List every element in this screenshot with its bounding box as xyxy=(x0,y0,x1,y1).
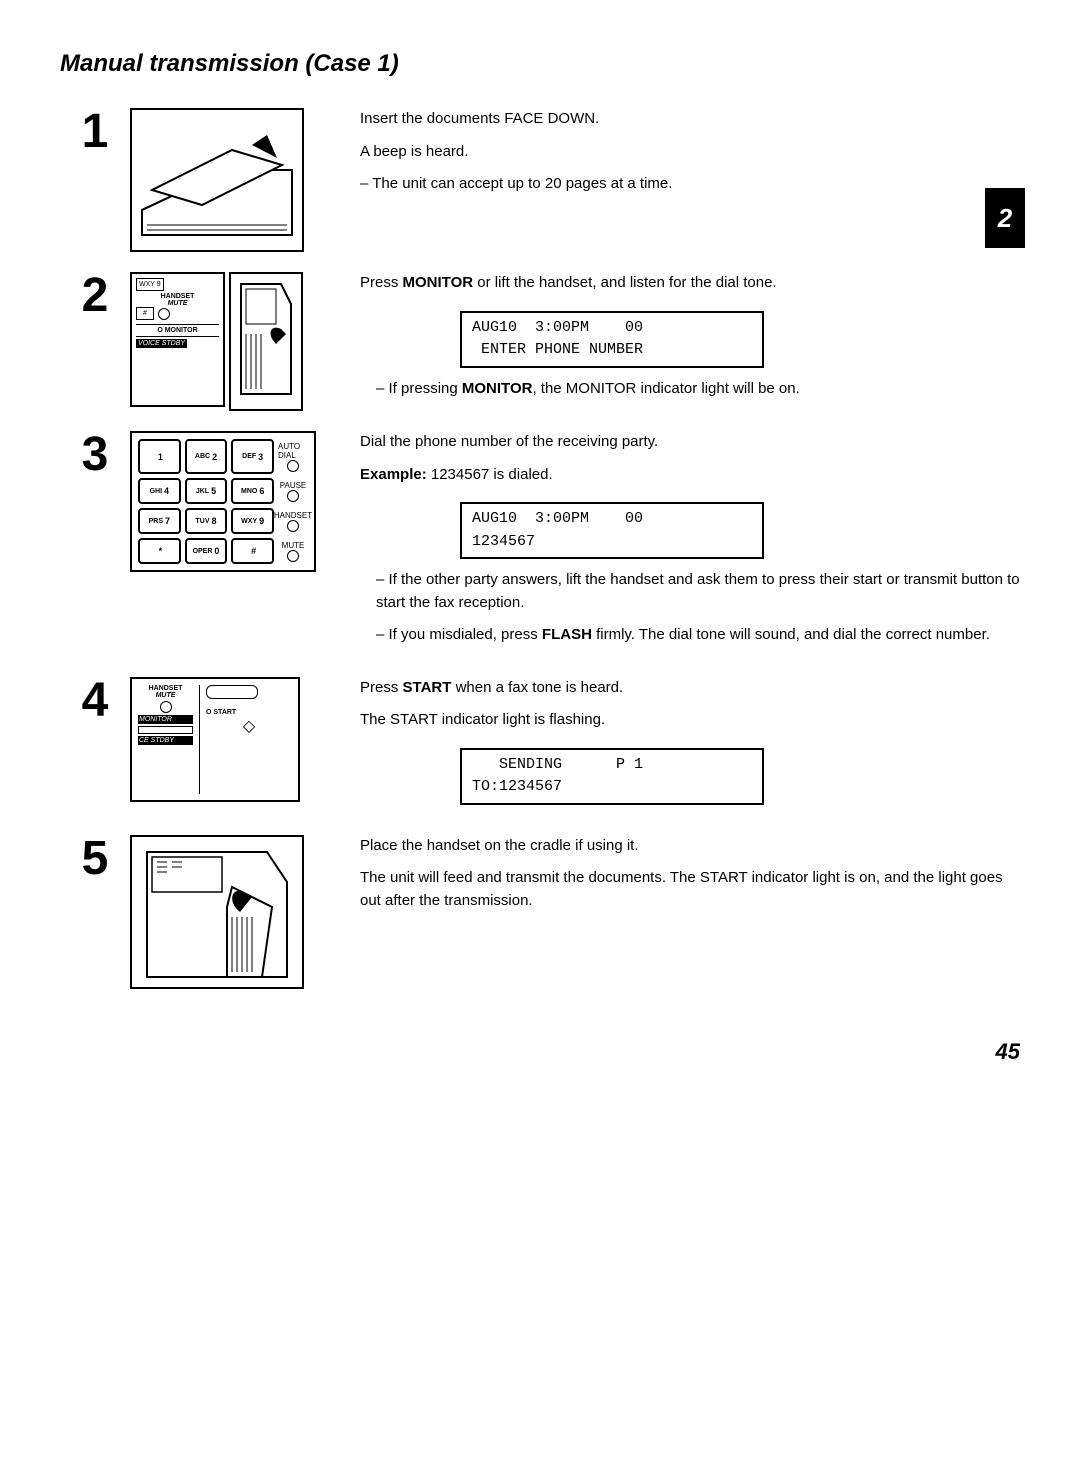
step-text: Press START when a fax tone is heard. The… xyxy=(360,677,1020,815)
instruction-text: Insert the documents FACE DOWN. xyxy=(360,108,1020,131)
steps-container: 2 1 Insert the documents FACE DOWN. A bee… xyxy=(60,108,1020,989)
instruction-text: Dial the phone number of the receiving p… xyxy=(360,431,1020,454)
instruction-text: – If you misdialed, press FLASH firmly. … xyxy=(360,624,1020,647)
step-text: Place the handset on the cradle if using… xyxy=(360,835,1020,923)
instruction-text: Press START when a fax tone is heard. xyxy=(360,677,1020,700)
instruction-text: – The unit can accept up to 20 pages at … xyxy=(360,173,1020,196)
step-illustration: 1ABC2DEF3AUTO DIALGHI4JKL5MNO6PAUSEPRS7T… xyxy=(130,431,330,572)
step-number: 5 xyxy=(60,835,130,883)
step-number: 2 xyxy=(60,272,130,320)
chapter-tab: 2 xyxy=(985,188,1025,248)
step-text: Press MONITOR or lift the handset, and l… xyxy=(360,272,1020,410)
step-text: Dial the phone number of the receiving p… xyxy=(360,431,1020,657)
keypad-illustration: 1ABC2DEF3AUTO DIALGHI4JKL5MNO6PAUSEPRS7T… xyxy=(130,431,316,572)
instruction-text: Place the handset on the cradle if using… xyxy=(360,835,1020,858)
page-title: Manual transmission (Case 1) xyxy=(60,50,1020,78)
lcd-display: AUG10 3:00PM 00 ENTER PHONE NUMBER xyxy=(460,311,764,368)
instruction-text: A beep is heard. xyxy=(360,141,1020,164)
step-number: 1 xyxy=(60,108,130,156)
step-row: 4 HANDSET MUTE MONITOR CE STDBY O START … xyxy=(60,677,1020,815)
step-number: 4 xyxy=(60,677,130,725)
step-text: Insert the documents FACE DOWN. A beep is… xyxy=(360,108,1020,206)
step-row: 2 WXY 9 HANDSET MUTE # O MONITOR VOICE S… xyxy=(60,272,1020,411)
instruction-text: Press MONITOR or lift the handset, and l… xyxy=(360,272,1020,295)
step-row: 1 Insert the documents FACE DOWN. A beep … xyxy=(60,108,1020,252)
instruction-text: The unit will feed and transmit the docu… xyxy=(360,867,1020,912)
page-number: 45 xyxy=(60,1039,1020,1065)
step-illustration: WXY 9 HANDSET MUTE # O MONITOR VOICE STD… xyxy=(130,272,330,411)
step-illustration xyxy=(130,835,330,989)
lcd-display: AUG10 3:00PM 00 1234567 xyxy=(460,502,764,559)
instruction-text: – If pressing MONITOR, the MONITOR indic… xyxy=(360,378,1020,401)
step-row: 31ABC2DEF3AUTO DIALGHI4JKL5MNO6PAUSEPRS7… xyxy=(60,431,1020,657)
instruction-text: – If the other party answers, lift the h… xyxy=(360,569,1020,614)
instruction-text: Example: 1234567 is dialed. xyxy=(360,464,1020,487)
lcd-display: SENDING P 1 TO:1234567 xyxy=(460,748,764,805)
instruction-text: The START indicator light is flashing. xyxy=(360,709,1020,732)
step-row: 5 Place the handset on the cradle if usi… xyxy=(60,835,1020,989)
step-illustration: HANDSET MUTE MONITOR CE STDBY O START ◇ xyxy=(130,677,330,802)
step-illustration xyxy=(130,108,330,252)
step-number: 3 xyxy=(60,431,130,479)
